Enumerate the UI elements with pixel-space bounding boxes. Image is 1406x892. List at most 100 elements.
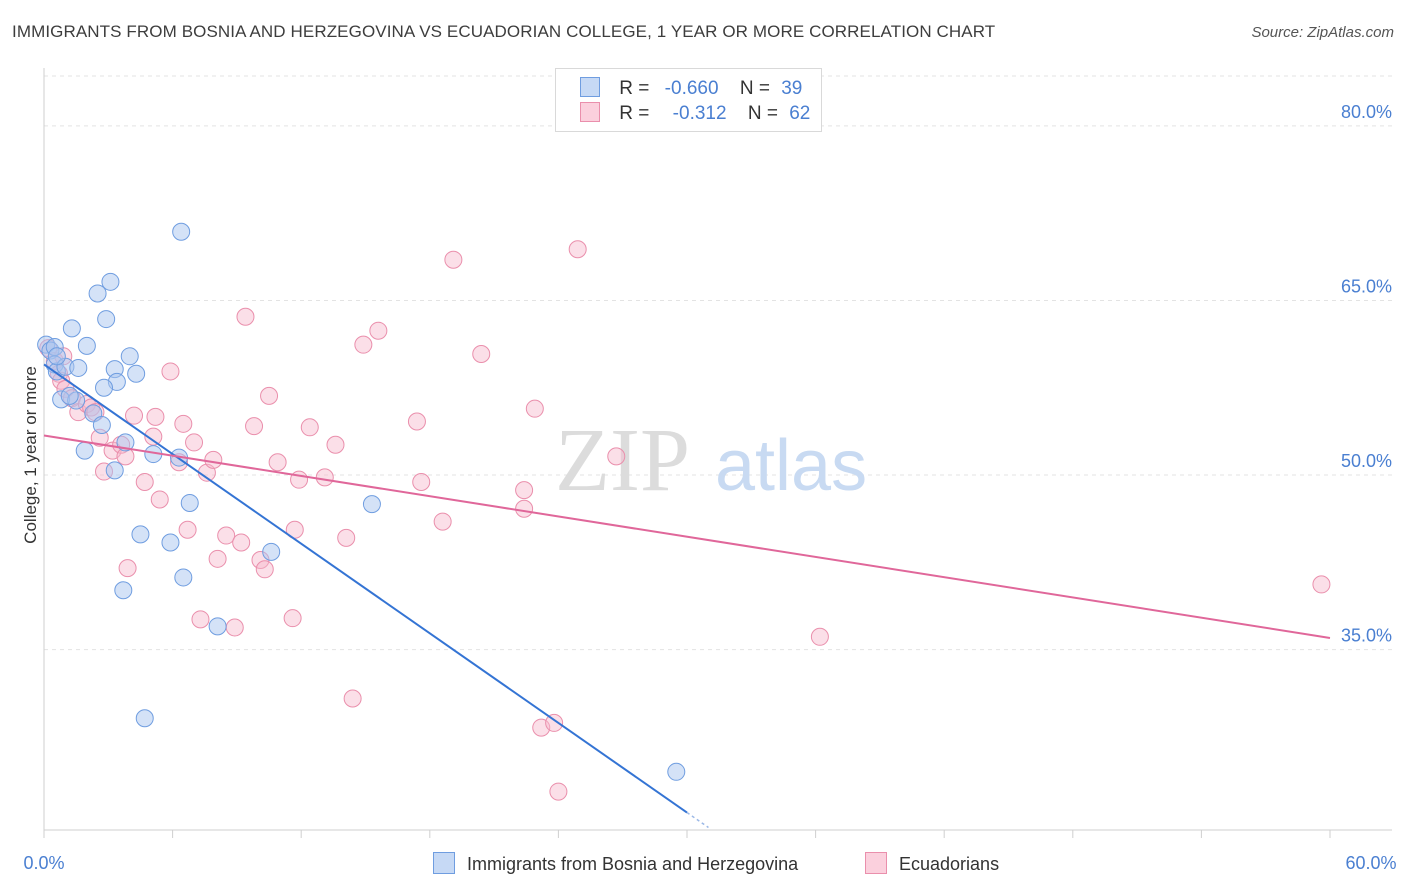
ecuadorians-point: [236, 307, 255, 326]
watermark: ZIP atlas: [555, 411, 867, 510]
bosnia-point: [362, 495, 381, 514]
bosnia-point: [208, 617, 227, 636]
bottom-legend-bosnia: Immigrants from Bosnia and Herzegovina: [433, 852, 798, 875]
ecuadorians-point: [515, 499, 534, 518]
ecuadorians-point: [472, 344, 491, 363]
ecuadorians-points: [39, 240, 1331, 801]
ecuadorians-point: [174, 414, 193, 433]
bosnia-point: [75, 441, 94, 460]
ecuadorians-point: [810, 627, 829, 646]
ecuadorians-point: [369, 321, 388, 340]
y-tick-label: 50.0%: [1341, 451, 1392, 471]
ecuadorians-point: [225, 618, 244, 637]
ecuadorians-point: [343, 689, 362, 708]
bottom-legend-label: Immigrants from Bosnia and Herzegovina: [467, 854, 799, 874]
trendlines: [43, 363, 1331, 829]
x-tick-label: 60.0%: [1345, 853, 1396, 873]
ecuadorians-point: [315, 468, 334, 487]
ecuadorians-point: [607, 447, 626, 466]
ecuadorians-point: [260, 386, 279, 405]
ecuadorians-point: [204, 450, 223, 469]
bosnia-point: [77, 336, 96, 355]
ecuadorians-point: [255, 560, 274, 579]
ecuadorians-point: [433, 512, 452, 531]
ecuadorians-point: [125, 406, 144, 425]
bosnia-point: [262, 542, 281, 561]
bosnia-point: [174, 568, 193, 587]
ecuadorians-point: [407, 412, 426, 431]
bosnia-point: [92, 415, 111, 434]
y-axis-label: College, 1 year or more: [21, 366, 40, 544]
bosnia-point: [120, 347, 139, 366]
ecuadorians-point: [217, 526, 236, 545]
bosnia-point: [127, 364, 146, 383]
legend-r-label: R =: [619, 103, 650, 124]
ecuadorians-point: [444, 250, 463, 269]
bosnia-point: [172, 222, 191, 241]
legend-row-ecuadorians: R = -0.312 N = 62: [580, 102, 810, 126]
ecuadorians-point: [232, 533, 251, 552]
ecuadorians-point: [354, 335, 373, 354]
legend-swatch-blue: [580, 77, 600, 97]
ecuadorians-point: [118, 559, 137, 578]
ecuadorians-point: [146, 407, 165, 426]
bottom-legend-swatch-pink: [865, 852, 887, 874]
watermark-atlas: atlas: [715, 426, 867, 506]
ecuadorians-point: [568, 240, 587, 259]
ecuadorians-point: [525, 399, 544, 418]
bosnia-point: [69, 358, 88, 377]
bottom-legend-label: Ecuadorians: [899, 854, 1000, 874]
bosnia-trendline-extension: [686, 811, 709, 829]
ecuadorians-trendline: [43, 434, 1331, 639]
bosnia-point: [105, 461, 124, 480]
bosnia-point: [114, 581, 133, 600]
ecuadorians-point: [268, 453, 287, 472]
bosnia-point: [135, 709, 154, 728]
y-tick-label: 65.0%: [1341, 276, 1392, 296]
y-tick-label: 80.0%: [1341, 102, 1392, 122]
correlation-legend: R = -0.660 N = 39 R = -0.312 N = 62: [555, 68, 822, 132]
ecuadorians-point: [1312, 575, 1331, 594]
ecuadorians-point: [185, 433, 204, 452]
ecuadorians-point: [178, 520, 197, 539]
bottom-legend-swatch-blue: [433, 852, 455, 874]
x-tick-label: 0.0%: [23, 853, 64, 873]
bosnia-point: [88, 284, 107, 303]
legend-swatch-pink: [580, 102, 600, 122]
bosnia-points: [37, 222, 686, 781]
bosnia-point: [62, 319, 81, 338]
ecuadorians-point: [412, 473, 431, 492]
bosnia-point: [101, 272, 120, 291]
ecuadorians-point: [245, 417, 264, 436]
legend-r-value: -0.312: [672, 103, 727, 124]
ecuadorians-point: [515, 481, 534, 500]
bosnia-point: [60, 386, 79, 405]
ecuadorians-point: [135, 473, 154, 492]
ecuadorians-point: [337, 528, 356, 547]
chart-source: Source: ZipAtlas.com: [1251, 24, 1394, 41]
ecuadorians-point: [208, 549, 227, 568]
ecuadorians-point: [326, 435, 345, 454]
ecuadorians-point: [545, 713, 564, 732]
bosnia-point: [161, 533, 180, 552]
ecuadorians-point: [150, 490, 169, 509]
legend-n-value: 39: [781, 78, 803, 99]
bosnia-trendline: [43, 363, 688, 814]
tick-labels: 35.0% 50.0% 65.0% 80.0% 0.0% 60.0%: [23, 102, 1396, 873]
axes: [43, 68, 1392, 838]
watermark-zip: ZIP: [555, 411, 690, 510]
bosnia-point: [47, 347, 66, 366]
legend-n-value: 62: [789, 103, 811, 124]
bosnia-point: [97, 310, 116, 329]
bosnia-point: [667, 762, 686, 781]
legend-n-label: N =: [747, 103, 778, 124]
legend-r-label: R =: [619, 78, 650, 99]
legend-n-label: N =: [739, 78, 770, 99]
chart-title: IMMIGRANTS FROM BOSNIA AND HERZEGOVINA V…: [12, 22, 996, 41]
ecuadorians-point: [161, 362, 180, 381]
bosnia-point: [180, 493, 199, 512]
y-tick-label: 35.0%: [1341, 626, 1392, 646]
ecuadorians-point: [191, 610, 210, 629]
bottom-legend-ecuadorians: Ecuadorians: [865, 852, 999, 875]
